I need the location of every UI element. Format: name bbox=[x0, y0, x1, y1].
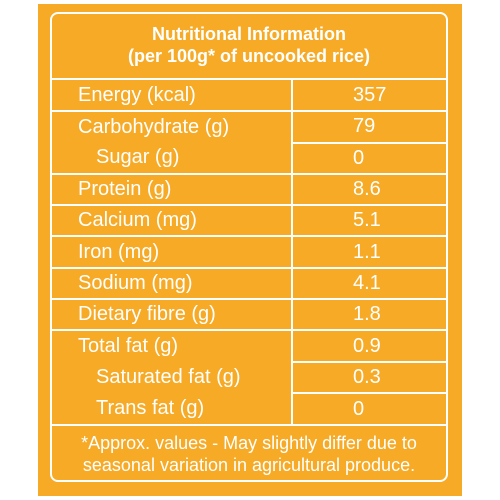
nutrient-name: Iron (mg) bbox=[52, 236, 292, 269]
nutrition-panel: Nutritional Information (per 100g* of un… bbox=[38, 4, 462, 496]
nutrition-header: Nutritional Information (per 100g* of un… bbox=[52, 14, 446, 80]
nutrient-name: Calcium (mg) bbox=[52, 205, 292, 238]
nutrient-value: 357 bbox=[291, 80, 446, 113]
nutrient-name: Saturated fat (g) bbox=[96, 365, 241, 388]
table-row-sugar: Sugar (g) 0 bbox=[52, 142, 446, 175]
nutrient-value: 1.8 bbox=[291, 299, 446, 332]
nutrient-value: 0.3 bbox=[291, 361, 446, 394]
table-row-carbohydrate: Carbohydrate (g) 79 bbox=[52, 111, 446, 144]
footnote-line-2: seasonal variation in agricultural produ… bbox=[82, 455, 416, 476]
table-row-trans-fat: Trans fat (g) 0 bbox=[52, 392, 446, 425]
nutrient-name: Protein (g) bbox=[52, 173, 292, 207]
nutrient-name: Energy (kcal) bbox=[52, 80, 292, 113]
table-row-saturated-fat: Saturated fat (g) 0.3 bbox=[52, 361, 446, 394]
nutrient-name: Sugar (g) bbox=[52, 142, 292, 175]
nutrient-name: Dietary fibre (g) bbox=[52, 299, 292, 332]
nutrient-value: 5.1 bbox=[291, 205, 446, 238]
table-row-energy: Energy (kcal) 357 bbox=[52, 80, 446, 113]
nutrition-subtitle: (per 100g* of uncooked rice) bbox=[127, 46, 371, 66]
table-row-iron: Iron (mg) 1.1 bbox=[52, 236, 446, 269]
table-row-sodium: Sodium (mg) 4.1 bbox=[52, 267, 446, 301]
nutrient-name: Trans fat (g) bbox=[96, 397, 205, 420]
nutrient-value: 0 bbox=[291, 142, 446, 175]
table-row-dietary-fibre: Dietary fibre (g) 1.8 bbox=[52, 299, 446, 332]
nutrient-value: 79 bbox=[291, 111, 446, 144]
table-row-calcium: Calcium (mg) 5.1 bbox=[52, 205, 446, 238]
footnote-line-1: *Approx. values - May slightly differ du… bbox=[81, 433, 417, 454]
table-row-protein: Protein (g) 8.6 bbox=[52, 173, 446, 207]
nutrition-title: Nutritional Information bbox=[152, 24, 346, 44]
nutrient-name: Carbohydrate (g) bbox=[78, 115, 230, 138]
nutrient-value: 8.6 bbox=[291, 173, 446, 207]
nutrient-value: 0.9 bbox=[291, 330, 446, 363]
nutrient-value: 1.1 bbox=[291, 236, 446, 269]
nutrient-value: 0 bbox=[291, 392, 446, 425]
nutrition-table-frame: Nutritional Information (per 100g* of un… bbox=[50, 12, 448, 482]
footnote: *Approx. values - May slightly differ du… bbox=[52, 424, 446, 476]
nutrient-name: Sodium (mg) bbox=[52, 267, 292, 301]
nutrient-name: Total fat (g) bbox=[78, 335, 179, 358]
nutrition-table: Energy (kcal) 357 Carbohydrate (g) 79 Su… bbox=[52, 80, 446, 425]
nutrient-value: 4.1 bbox=[291, 267, 446, 301]
table-row-total-fat: Total fat (g) 0.9 bbox=[52, 330, 446, 363]
